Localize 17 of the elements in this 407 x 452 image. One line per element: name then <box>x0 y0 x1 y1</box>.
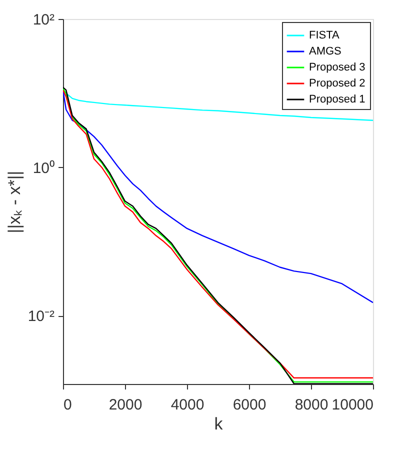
y-axis-title: ||xₖ - x*|| <box>4 170 24 234</box>
x-tick-label: 2000 <box>108 396 142 414</box>
line-series <box>63 90 373 304</box>
x-tick-label: 6000 <box>232 396 266 414</box>
x-tick-label: 8000 <box>294 396 328 414</box>
y-tick-label: 10² <box>32 12 54 28</box>
x-tick-label: 0 <box>64 396 72 414</box>
x-tick-label: 10000 <box>332 396 374 414</box>
x-tick-label: 4000 <box>170 396 204 414</box>
y-tick-label: 10⁰ <box>32 160 54 177</box>
legend-label: Proposed 1 <box>309 94 366 106</box>
y-tick-label: 10⁻² <box>28 308 54 326</box>
legend-label: Proposed 2 <box>309 78 366 90</box>
x-axis-title: k <box>214 414 224 434</box>
legend-label: AMGS <box>309 46 342 58</box>
legend-label: FISTA <box>309 30 340 42</box>
legend-label: Proposed 3 <box>309 62 366 74</box>
